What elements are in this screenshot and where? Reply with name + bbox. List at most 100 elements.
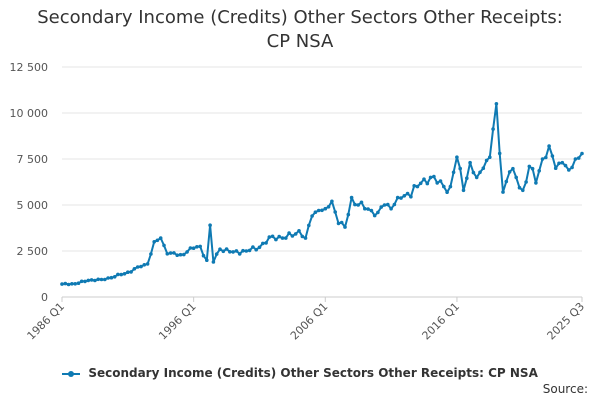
data-point xyxy=(129,270,133,274)
data-point xyxy=(425,181,430,186)
data-point xyxy=(471,170,476,175)
data-point xyxy=(280,236,285,240)
data-point xyxy=(182,252,186,257)
data-point xyxy=(234,249,239,253)
data-point xyxy=(527,164,532,169)
data-point xyxy=(392,202,397,207)
data-point xyxy=(257,245,262,250)
data-point xyxy=(330,199,334,204)
series-group xyxy=(60,102,584,287)
data-point xyxy=(557,161,561,166)
data-point xyxy=(251,245,255,249)
data-point xyxy=(399,196,403,200)
data-point xyxy=(501,190,505,194)
data-point xyxy=(563,163,568,168)
data-point xyxy=(580,151,584,156)
data-point xyxy=(116,272,120,277)
data-point xyxy=(468,160,472,165)
data-point xyxy=(142,263,147,267)
data-point xyxy=(228,250,232,254)
data-point xyxy=(191,246,196,250)
data-point xyxy=(438,179,443,183)
data-point xyxy=(158,236,163,240)
data-point xyxy=(422,177,426,181)
data-point xyxy=(103,277,107,282)
data-point xyxy=(310,214,314,218)
data-point xyxy=(267,235,272,239)
data-point xyxy=(208,223,212,227)
data-point xyxy=(293,232,298,236)
data-point xyxy=(126,270,130,275)
data-point xyxy=(366,207,370,211)
data-point xyxy=(507,170,512,174)
data-point xyxy=(73,282,77,286)
data-point xyxy=(244,249,249,253)
legend[interactable]: Secondary Income (Credits) Other Sectors… xyxy=(0,366,600,380)
data-point xyxy=(205,258,209,263)
data-point xyxy=(89,278,94,282)
y-tick-label: 2 500 xyxy=(17,245,49,258)
data-point xyxy=(221,249,226,254)
data-point xyxy=(491,127,495,131)
y-tick-label: 12 500 xyxy=(10,61,49,74)
data-point xyxy=(458,166,463,171)
x-tick-label: 2016 Q1 xyxy=(420,300,463,343)
chart-title-line-2: CP NSA xyxy=(266,31,334,52)
data-point xyxy=(149,252,153,256)
data-point xyxy=(172,251,176,255)
data-point xyxy=(524,180,528,184)
data-point xyxy=(451,170,456,175)
series-line xyxy=(61,102,583,286)
data-point xyxy=(106,276,110,280)
data-point xyxy=(303,236,308,240)
data-point xyxy=(336,221,341,226)
source-label: Source: xyxy=(542,382,588,396)
data-point xyxy=(534,181,538,185)
legend-label: Secondary Income (Credits) Other Sectors… xyxy=(88,366,538,380)
data-point xyxy=(86,278,91,283)
data-point xyxy=(379,205,384,209)
y-tick-label: 10 000 xyxy=(10,107,49,120)
data-point xyxy=(70,282,74,286)
data-point xyxy=(349,195,354,200)
data-point xyxy=(165,252,170,256)
data-point xyxy=(270,234,275,239)
data-point xyxy=(488,155,492,159)
data-point xyxy=(395,195,400,200)
data-point xyxy=(79,279,84,284)
data-point xyxy=(376,210,380,215)
data-point xyxy=(188,246,193,250)
data-point xyxy=(201,253,206,258)
data-point xyxy=(576,156,581,160)
data-point xyxy=(359,200,364,205)
data-point xyxy=(333,210,338,214)
data-point xyxy=(96,277,100,282)
chart-title: Secondary Income (Credits) Other Sectors… xyxy=(0,6,600,54)
data-point xyxy=(323,206,328,211)
data-point xyxy=(261,241,265,246)
data-point xyxy=(63,281,68,286)
data-point xyxy=(346,212,351,217)
data-point xyxy=(316,208,321,213)
data-point xyxy=(544,155,548,160)
data-point xyxy=(135,265,140,269)
data-point xyxy=(356,203,361,207)
data-point xyxy=(428,175,433,180)
data-point xyxy=(254,247,258,252)
data-point xyxy=(435,181,440,185)
data-point xyxy=(139,264,143,269)
data-point xyxy=(122,272,127,276)
data-point xyxy=(76,281,81,286)
data-point xyxy=(402,194,407,198)
data-point xyxy=(484,158,489,163)
data-point xyxy=(389,206,393,211)
data-point xyxy=(218,247,222,251)
y-tick-label: 7 500 xyxy=(17,153,49,166)
data-point xyxy=(287,231,291,235)
data-point xyxy=(326,205,331,209)
data-point xyxy=(185,250,189,254)
data-point xyxy=(339,220,344,225)
data-point xyxy=(448,184,453,189)
data-point xyxy=(570,165,574,170)
data-point xyxy=(152,240,156,244)
